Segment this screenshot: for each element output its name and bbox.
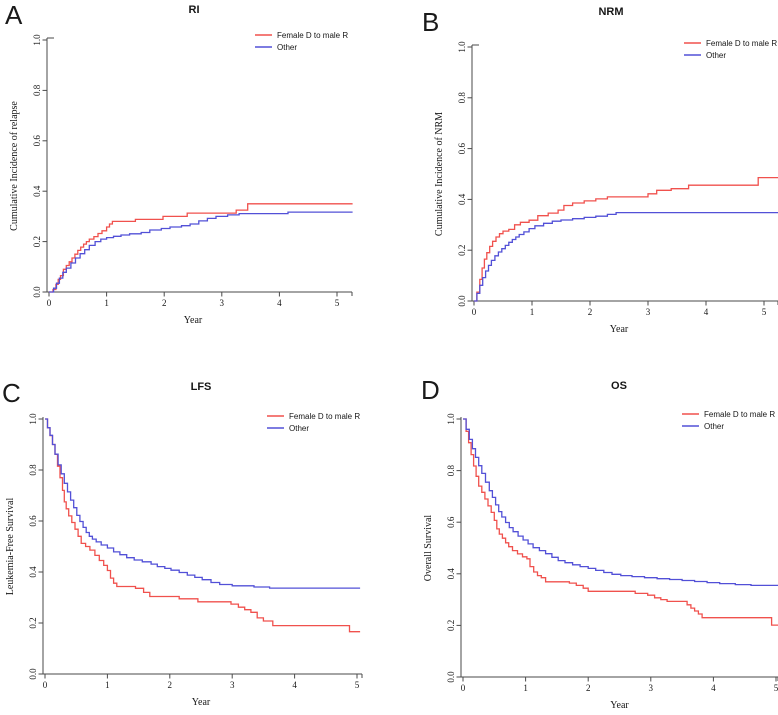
x-tick-label: 1 (523, 683, 528, 693)
x-tick-label: 2 (168, 680, 173, 690)
os-chart: D OS 0 1 2 3 4 5 Year 0.0 0.2 0.4 0.6 0.8 1.0 Overall S… (421, 375, 778, 711)
y-tick-label: 0.6 (28, 515, 38, 527)
y-tick-label: 0.4 (28, 566, 38, 578)
y-tick-label: 0.2 (32, 236, 42, 247)
x-tick-label: 0 (47, 298, 52, 308)
x-tick-label: 2 (162, 298, 167, 308)
panel-letter-c: C (2, 378, 21, 408)
x-tick-label: 0 (461, 683, 466, 693)
x-tick-label: 3 (220, 298, 225, 308)
y-tick-label: 1.0 (32, 34, 42, 46)
x-tick-label: 1 (530, 307, 535, 317)
x-tick-label: 4 (711, 683, 716, 693)
x-axis-title: Year (184, 315, 203, 326)
y-tick-label: 0.4 (32, 185, 42, 197)
y-axis-title: Cumulative Incidence of NRM (434, 112, 445, 236)
y-tick-label: 0.6 (457, 142, 467, 154)
chart-title: LFS (191, 381, 212, 393)
lfs-chart: C LFS 0 1 2 3 4 5 Year 0.0 0.2 0.4 0.6 0.8 1.0 Leukemia… (2, 378, 363, 708)
y-tick-label: 0.8 (446, 464, 456, 476)
x-tick-label: 4 (704, 307, 709, 317)
y-tick-label: 1.0 (457, 41, 467, 53)
y-tick-label: 0.0 (28, 668, 38, 680)
y-tick-label: 0.2 (457, 245, 467, 256)
x-tick-label: 1 (105, 680, 110, 690)
panel-lfs: C LFS 0 1 2 3 4 5 Year 0.0 0.2 0.4 0.6 0.8 1.0 Leukemia… (0, 357, 389, 715)
y-tick-label: 0.2 (28, 617, 38, 628)
y-tick-label: 0.0 (32, 286, 42, 298)
y-tick-label: 0.6 (32, 135, 42, 147)
legend-label-other: Other (704, 422, 724, 431)
legend-label-other: Other (277, 43, 297, 52)
series-other (45, 418, 361, 589)
legend-label-female-d-to-male-r: Female D to male R (289, 412, 360, 421)
x-tick-label: 4 (277, 298, 282, 308)
x-tick-label: 5 (762, 307, 767, 317)
x-tick-label: 5 (355, 680, 360, 690)
y-axis-title: Overall Survival (423, 515, 434, 582)
x-tick-label: 5 (774, 683, 778, 693)
x-axis-title: Year (192, 697, 211, 708)
panel-letter-d: D (421, 375, 440, 405)
chart-title: NRM (598, 6, 623, 18)
legend-label-female-d-to-male-r: Female D to male R (706, 39, 777, 48)
x-tick-label: 2 (588, 307, 593, 317)
y-tick-label: 0.8 (28, 464, 38, 476)
x-tick-label: 4 (292, 680, 297, 690)
chart-title: OS (611, 380, 627, 392)
series-other (463, 418, 778, 587)
legend-label-female-d-to-male-r: Female D to male R (277, 31, 348, 40)
ri-chart: A RI 0 1 2 3 4 5 Year 0.0 0.2 0.4 0.6 0.8 1.0 Cumulativ… (5, 0, 353, 326)
y-tick-label: 1.0 (28, 413, 38, 425)
panel-letter-b: B (422, 7, 439, 37)
x-tick-label: 3 (649, 683, 654, 693)
y-axis-title: Cumulative Incidence of relapse (9, 101, 20, 231)
y-tick-label: 0.0 (446, 671, 456, 683)
x-tick-label: 5 (335, 298, 340, 308)
series-female-d-to-male-r (45, 418, 361, 633)
chart-title: RI (189, 4, 200, 16)
y-tick-label: 0.4 (446, 568, 456, 580)
legend-label-female-d-to-male-r: Female D to male R (704, 410, 775, 419)
x-tick-label: 2 (586, 683, 591, 693)
panel-ri: A RI 0 1 2 3 4 5 Year 0.0 0.2 0.4 0.6 0.8 1.0 Cumulativ… (0, 0, 389, 357)
nrm-chart: B NRM 0 1 2 3 4 5 Year 0.0 0.2 0.4 0.6 0.8 1.0 Cumulati… (422, 6, 778, 335)
series-female-d-to-male-r (463, 418, 778, 626)
x-tick-label: 3 (646, 307, 651, 317)
x-tick-label: 3 (230, 680, 235, 690)
y-tick-label: 0.0 (457, 295, 467, 307)
panel-nrm: B NRM 0 1 2 3 4 5 Year 0.0 0.2 0.4 0.6 0.8 1.0 Cumulati… (389, 0, 778, 357)
x-tick-label: 1 (104, 298, 109, 308)
y-tick-label: 0.6 (446, 516, 456, 528)
x-tick-label: 0 (43, 680, 48, 690)
series-other (474, 211, 778, 302)
series-other (49, 211, 353, 293)
series-female-d-to-male-r (474, 176, 778, 302)
y-axis-title: Leukemia-Free Survival (5, 498, 16, 596)
panel-os: D OS 0 1 2 3 4 5 Year 0.0 0.2 0.4 0.6 0.8 1.0 Overall S… (389, 357, 778, 715)
panel-letter-a: A (5, 0, 23, 30)
x-axis-title: Year (610, 324, 629, 335)
legend-label-other: Other (706, 51, 726, 60)
y-tick-label: 1.0 (446, 413, 456, 425)
y-tick-label: 0.2 (446, 620, 456, 631)
y-tick-label: 0.4 (457, 193, 467, 205)
legend-label-other: Other (289, 424, 309, 433)
x-tick-label: 0 (472, 307, 477, 317)
y-tick-label: 0.8 (32, 84, 42, 96)
series-female-d-to-male-r (49, 203, 353, 293)
x-axis-title: Year (610, 700, 629, 711)
y-tick-label: 0.8 (457, 92, 467, 104)
